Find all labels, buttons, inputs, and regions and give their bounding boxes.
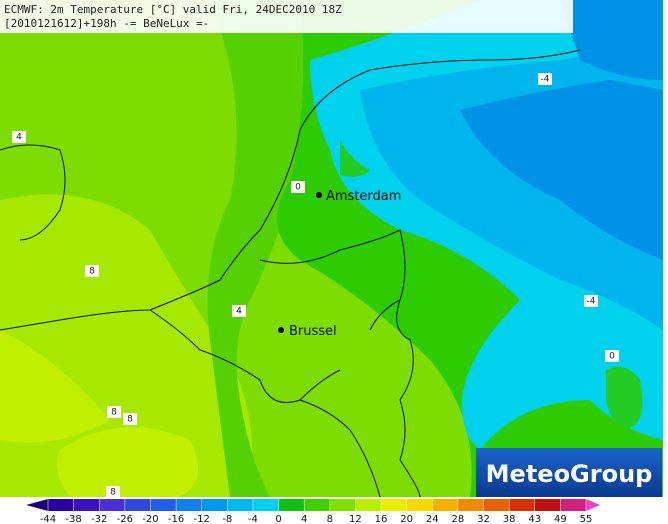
contour-label-box [106,486,120,498]
scale-segment [304,499,331,511]
scale-segment [534,499,561,511]
contour-label-box [538,73,552,85]
scale-label: -20 [142,514,158,524]
scale-end [586,499,600,511]
scale-label: -44 [40,514,56,524]
contour-label-box [107,406,121,418]
scale-segment [48,499,75,511]
scale-segment [150,499,177,511]
scale-segment [406,499,433,511]
contour-label-box [605,350,619,362]
contour-label-box [85,265,99,277]
contour-label-box [12,131,26,143]
contour-label: 8 [89,267,95,277]
contour-label: -4 [587,297,596,307]
scale-segment [201,499,228,511]
contour-label-box [584,295,598,307]
color-scale: -44 -38 -32 -26 -20 -16 -12 -8 -4 0 4 8 12 16 20 24 28 32… [26,499,600,524]
contour-label: 8 [110,488,116,498]
header-line: [2010121612]+198h -= BeNeLux =- [4,17,209,30]
scale-segment [483,499,510,511]
cities: Amsterdam Brussel [278,189,401,339]
scale-label: 55 [580,514,593,524]
contour-label: 8 [111,408,117,418]
contour-label: -4 [541,75,550,85]
contour-label: 0 [609,352,615,362]
scale-label: 4 [301,514,307,524]
scale-label: 12 [349,514,362,524]
contour-label: 4 [236,307,242,317]
scale-label: -38 [65,514,81,524]
scale-segment [73,499,100,511]
scale-label: 16 [375,514,388,524]
contour-label-box [291,181,305,193]
scale-segment [329,499,356,511]
scale-segment [99,499,126,511]
scale-segment [432,499,459,511]
scale-segment [381,499,408,511]
scale-label: 43 [528,514,541,524]
scale-segment [509,499,536,511]
scale-label: 32 [477,514,490,524]
scale-label: 28 [452,514,465,524]
header-line: ECMWF: 2m Temperature [°C] valid Fri, 24… [4,3,342,16]
scale-label: -16 [168,514,184,524]
scale-segment [560,499,587,511]
scale-label: 49 [554,514,567,524]
scale-label: 20 [400,514,413,524]
header: ECMWF: 2m Temperature [°C] valid Fri, 24… [0,0,573,33]
temperature-field [0,0,663,498]
scale-label: 24 [426,514,439,524]
scale-segment [227,499,254,511]
scale-segment [124,499,151,511]
city-label: Brussel [289,324,337,339]
scale-label: 8 [327,514,333,524]
contour-label: 0 [295,183,301,193]
scale-label: 38 [503,514,516,524]
scale-label: 0 [275,514,281,524]
scale-label: -4 [248,514,258,524]
scale-segment [355,499,382,511]
scale-label: -26 [117,514,133,524]
scale-label: -32 [91,514,107,524]
scale-segment [176,499,203,511]
scale-segment [278,499,305,511]
city-label: Amsterdam [326,189,401,204]
logo-text: MeteoGroup [486,460,653,488]
scale-segment [457,499,485,511]
scale-label: -12 [194,514,210,524]
logo: MeteoGroup [476,448,662,497]
borders [0,49,581,498]
scale-label: -8 [222,514,232,524]
scale-end [26,499,48,511]
scale-segment [252,499,280,511]
contour-label: 4 [16,133,22,143]
contour-label-box [232,305,246,317]
contour-label: 8 [127,415,133,425]
contour-label-box [123,413,137,425]
